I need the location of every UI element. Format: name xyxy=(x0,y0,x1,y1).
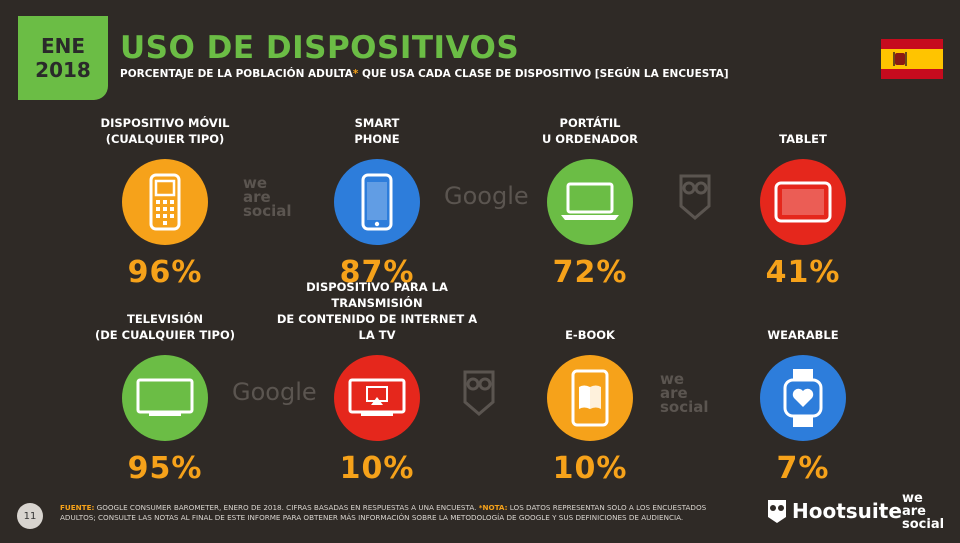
subtitle-asterisk: * xyxy=(352,68,359,80)
device-icon-circle xyxy=(334,159,420,245)
google-watermark: Google xyxy=(444,182,529,210)
date-badge: ENE 2018 xyxy=(18,16,108,100)
device-value: 96% xyxy=(127,255,203,290)
device-tile-streaming: DISPOSITIVO PARA LA TRANSMISIÓN DE CONTEN… xyxy=(272,280,482,486)
google-watermark-2: Google xyxy=(232,378,317,406)
streaming-tv-icon xyxy=(348,378,406,416)
device-value: 87% xyxy=(339,255,415,290)
we-are-social-watermark-2: we are social xyxy=(660,370,709,416)
device-value: 72% xyxy=(552,255,628,290)
device-tile-television: TELEVISIÓN (DE CUALQUIER TIPO) 95% xyxy=(60,309,270,486)
ebook-icon xyxy=(571,369,609,427)
device-icon-circle xyxy=(547,355,633,441)
device-label: DISPOSITIVO MÓVIL (CUALQUIER TIPO) xyxy=(100,116,230,146)
device-tile-ebook: E-BOOK 10% xyxy=(485,309,695,486)
device-label: WEARABLE xyxy=(767,328,839,342)
device-label: DISPOSITIVO PARA LA TRANSMISIÓN DE CONTEN… xyxy=(276,280,478,342)
device-value: 41% xyxy=(765,255,841,290)
device-tile-laptop: PORTÁTIL U ORDENADOR 72% xyxy=(485,113,695,290)
device-icon-circle xyxy=(760,159,846,245)
tablet-icon xyxy=(774,181,832,223)
device-label: PORTÁTIL U ORDENADOR xyxy=(541,116,639,146)
hootsuite-wordmark: Hootsuite xyxy=(792,499,902,523)
device-label: TABLET xyxy=(779,132,827,146)
hootsuite-owl-watermark-icon-2 xyxy=(463,370,495,416)
subtitle-part-a: PORCENTAJE DE LA POBLACIÓN ADULTA xyxy=(120,68,353,80)
we-are-social-watermark: we are social xyxy=(243,174,292,220)
device-label: TELEVISIÓN (DE CUALQUIER TIPO) xyxy=(94,312,235,342)
subtitle-part-b: QUE USA CADA CLASE DE DISPOSITIVO [SEGÚN… xyxy=(358,68,729,80)
device-icon-circle xyxy=(547,159,633,245)
hootsuite-logo: Hootsuite xyxy=(766,498,902,524)
smartphone-icon xyxy=(361,173,393,231)
page-subtitle: PORCENTAJE DE LA POBLACIÓN ADULTA* QUE U… xyxy=(120,68,729,80)
device-icon-circle xyxy=(122,355,208,441)
date-month: ENE xyxy=(40,34,86,58)
footnote: FUENTE: GOOGLE CONSUMER BAROMETER, ENERO… xyxy=(60,503,707,522)
device-value: 10% xyxy=(339,451,415,486)
hootsuite-owl-icon xyxy=(768,500,786,523)
device-tile-tablet: TABLET 41% xyxy=(698,113,908,290)
page-number: 11 xyxy=(17,503,43,529)
device-value: 95% xyxy=(127,451,203,486)
device-icon-circle xyxy=(122,159,208,245)
device-label: E-BOOK xyxy=(565,328,615,342)
date-year: 2018 xyxy=(35,58,91,82)
device-tile-smartphone: SMART PHONE 87% xyxy=(272,113,482,290)
device-tile-mobile: DISPOSITIVO MÓVIL (CUALQUIER TIPO) 96% xyxy=(60,113,270,290)
we-are-social-logo: we are social xyxy=(902,491,945,532)
device-value: 7% xyxy=(776,451,830,486)
device-icon-circle xyxy=(760,355,846,441)
device-tile-wearable: WEARABLE 7% xyxy=(698,309,908,486)
device-label: SMART PHONE xyxy=(354,116,400,146)
feature-phone-icon xyxy=(149,173,181,231)
device-value: 10% xyxy=(552,451,628,486)
spain-flag-icon xyxy=(881,39,943,79)
smartwatch-icon xyxy=(783,369,823,427)
hootsuite-owl-watermark-icon xyxy=(679,174,711,220)
device-icon-circle xyxy=(334,355,420,441)
television-icon xyxy=(136,378,194,416)
page-title: USO DE DISPOSITIVOS xyxy=(120,30,520,66)
laptop-icon xyxy=(561,182,619,220)
